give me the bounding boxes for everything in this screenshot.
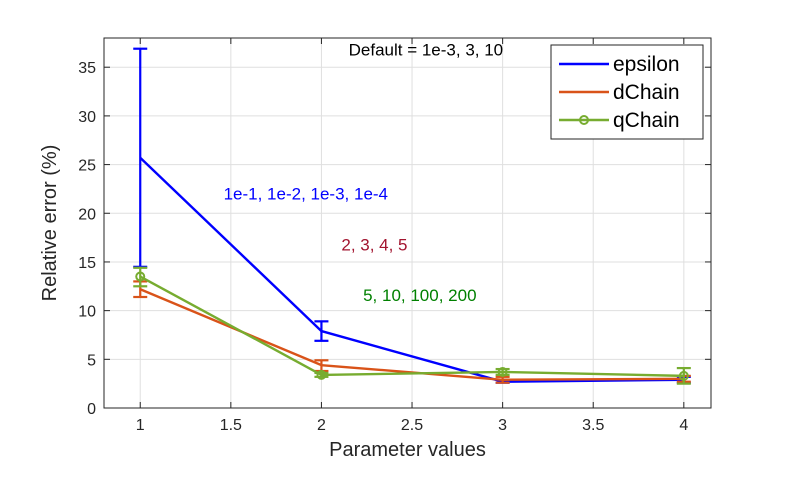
y-tick-label: 25 — [78, 158, 96, 175]
x-axis-label: Parameter values — [329, 439, 486, 461]
annotation-text: 1e-1, 1e-2, 1e-3, 1e-4 — [224, 185, 388, 204]
y-tick-label: 15 — [78, 255, 96, 272]
data-point — [135, 271, 146, 282]
x-tick-label: 3 — [498, 417, 507, 434]
legend-label: qChain — [613, 109, 680, 132]
x-tick-label: 3.5 — [582, 417, 604, 434]
annotation-text: 5, 10, 100, 200 — [363, 286, 476, 305]
x-tick-label: 1.5 — [220, 417, 242, 434]
series-qChain — [133, 266, 691, 385]
legend-label: dChain — [613, 81, 680, 104]
annotation-text: 2, 3, 4, 5 — [341, 235, 407, 254]
y-tick-label: 30 — [78, 109, 96, 126]
annotations: Default = 1e-3, 3, 10 1e-1, 1e-2, 1e-3, 1… — [224, 41, 504, 305]
legend-marker — [579, 115, 589, 125]
series-layer — [133, 47, 691, 385]
data-point — [316, 369, 327, 380]
series-line — [139, 156, 684, 383]
x-tick-label: 1 — [136, 417, 145, 434]
axes-box — [103, 37, 712, 409]
axes: 1 1.5 2 2.5 3 3.5 4 0 5 10 15 20 25 30 35 — [78, 37, 712, 434]
series-line — [139, 275, 684, 378]
y-tick-label: 5 — [87, 352, 96, 369]
y-tick-label: 0 — [87, 401, 96, 418]
annotation-text: Default = 1e-3, 3, 10 — [349, 41, 504, 60]
y-tick-label: 35 — [78, 60, 96, 77]
data-point — [497, 366, 508, 377]
y-tick-label: 10 — [78, 304, 96, 321]
y-axis-label: Relative error (%) — [39, 145, 61, 302]
legend-label: epsilon — [613, 53, 680, 76]
x-tick-label: 2 — [317, 417, 326, 434]
data-point — [678, 370, 689, 381]
x-tick-label: 4 — [679, 417, 688, 434]
x-tick-label: 2.5 — [401, 417, 423, 434]
legend: epsilon dChain qChain — [550, 44, 704, 140]
y-tick-label: 20 — [78, 206, 96, 223]
